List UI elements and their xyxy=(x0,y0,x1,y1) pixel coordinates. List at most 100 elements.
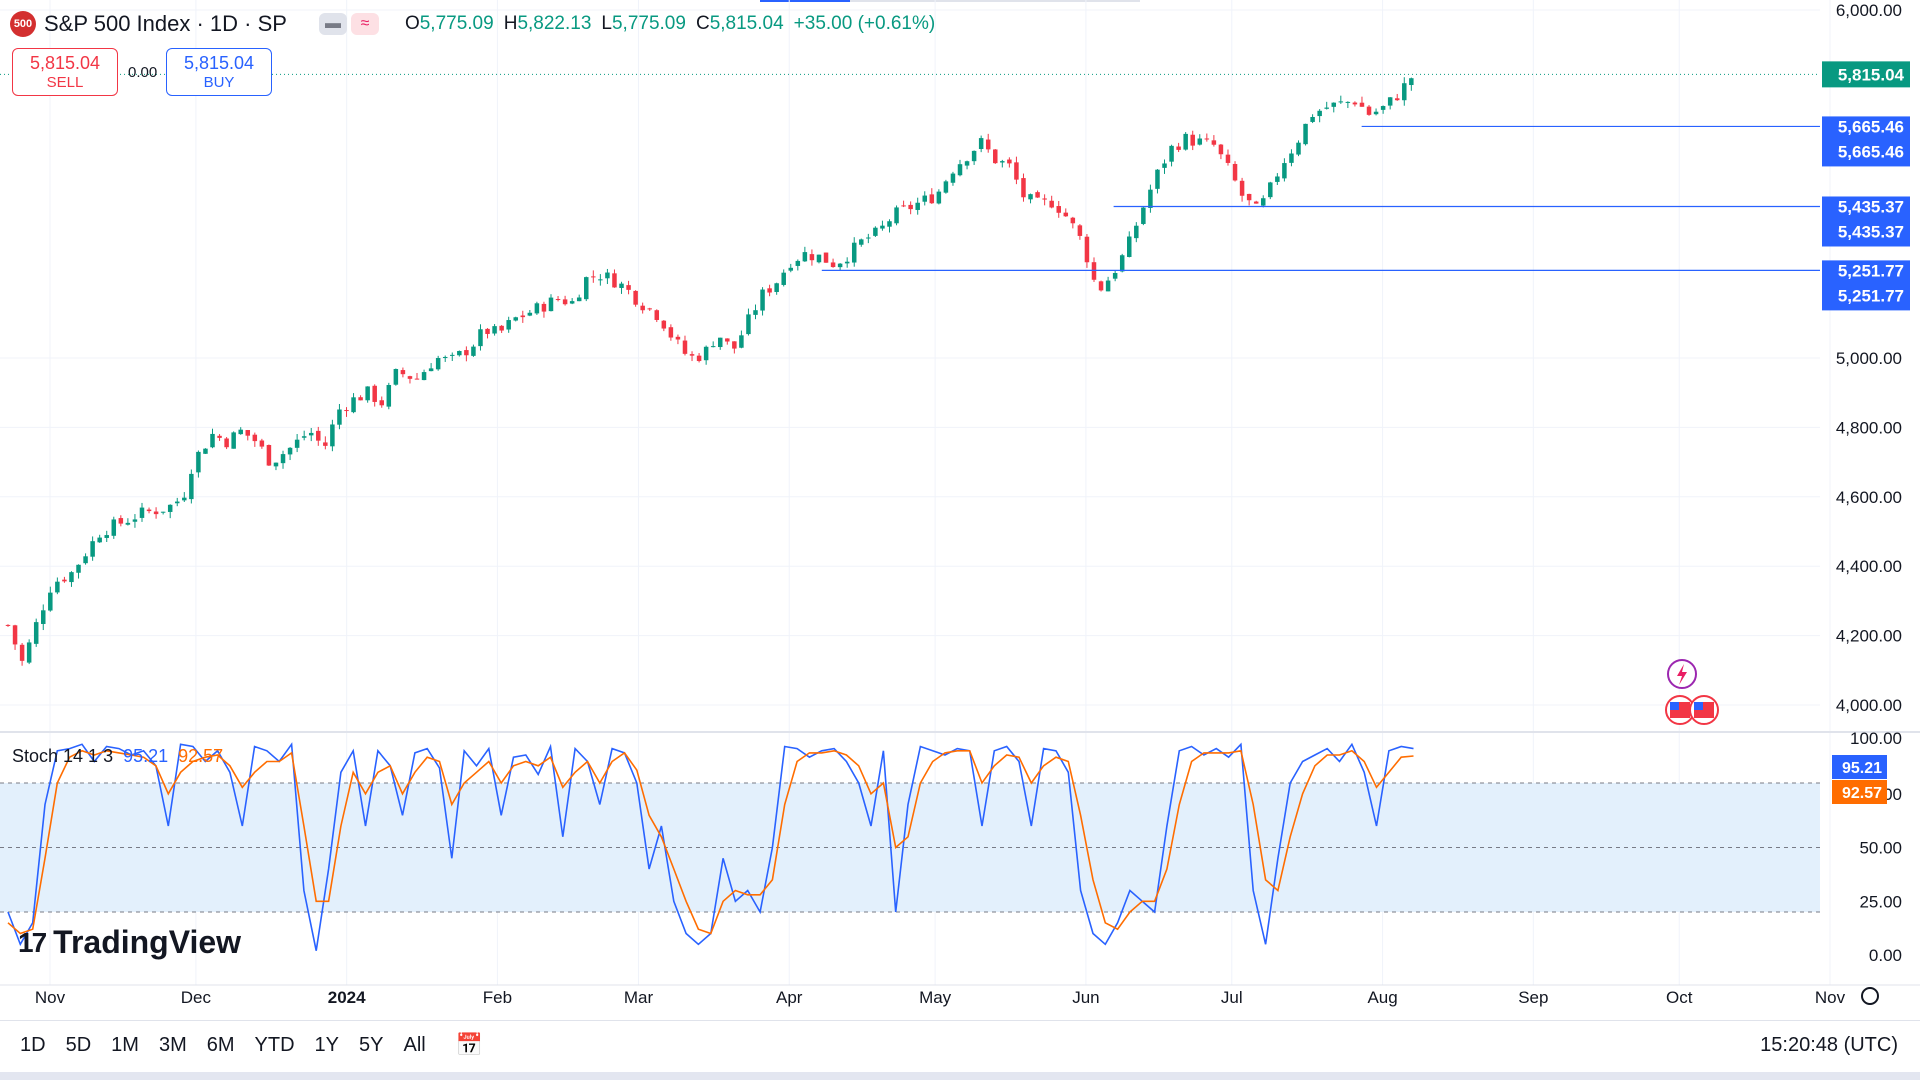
header-toggles: ▬ ≈ xyxy=(318,13,379,35)
candle-body xyxy=(1232,163,1238,181)
candle-body xyxy=(1352,102,1358,105)
candle-body xyxy=(386,384,392,407)
candle-body xyxy=(464,350,469,356)
range-button-1y[interactable]: 1Y xyxy=(314,1033,340,1056)
range-button-1d[interactable]: 1D xyxy=(20,1033,46,1056)
symbol-badge[interactable]: 500 xyxy=(10,11,36,37)
candle-body xyxy=(330,424,335,447)
candle-body xyxy=(880,225,885,229)
calendar-icon[interactable]: 📅 xyxy=(455,1032,484,1057)
chart-canvas[interactable]: 4,000.00 4,200.00 4,400.00 4,600.00 4,800.00… xyxy=(0,0,1920,1020)
candle-body xyxy=(1338,101,1344,103)
candle-body xyxy=(513,317,518,321)
candle-body xyxy=(584,277,589,300)
candle-body xyxy=(1035,192,1040,198)
economic-event-flag-icon[interactable] xyxy=(1665,695,1719,725)
candle-body xyxy=(478,329,483,347)
candle-body xyxy=(830,262,836,268)
range-buttons: 1D 5D 1M 3M 6M YTD 1Y 5Y All xyxy=(0,1034,426,1057)
tradingview-logo: 17 TradingView xyxy=(18,924,241,961)
candle-body xyxy=(365,386,370,401)
candle-body xyxy=(104,535,109,538)
candle-body xyxy=(598,279,603,281)
candle-body xyxy=(1134,225,1139,239)
price-axis: 4,000.00 4,200.00 4,400.00 4,600.00 4,800.00… xyxy=(1822,1,1910,965)
minus-icon[interactable]: ▬ xyxy=(318,13,347,35)
buy-button[interactable]: 5,815.04 BUY xyxy=(166,48,272,96)
stoch-legend[interactable]: Stoch 14 1 3 95.21 92.57 xyxy=(12,746,223,767)
top-divider-line xyxy=(850,0,1140,2)
candle-body xyxy=(739,335,744,348)
settings-gear-icon[interactable] xyxy=(1861,987,1879,1005)
ohlc-change: +35.00 (+0.61%) xyxy=(793,13,936,34)
candle-body xyxy=(1155,169,1160,189)
candle-body xyxy=(287,447,293,455)
top-accent-line xyxy=(760,0,850,2)
candle-body xyxy=(548,297,554,312)
candle-body xyxy=(97,537,102,543)
time-tick-label: May xyxy=(919,988,952,1007)
dividend-event-icon[interactable] xyxy=(1667,659,1697,689)
ohlc-close: 5,815.04 xyxy=(709,13,784,34)
candle-body xyxy=(851,242,857,263)
spread-value: 0.00 xyxy=(128,63,158,81)
candle-body xyxy=(358,397,363,401)
bottom-toolbar: 1D 5D 1M 3M 6M YTD 1Y 5Y All 📅 15:20:48 (UTC) xyxy=(0,1020,1920,1069)
range-button-3m[interactable]: 3M xyxy=(158,1033,187,1056)
candle-body xyxy=(795,260,801,266)
candle-body xyxy=(950,173,956,183)
chart-title[interactable]: S&P 500 Index · 1D · SP xyxy=(44,11,287,36)
candle-body xyxy=(19,644,25,661)
candle-body xyxy=(457,351,462,356)
last-price-tag xyxy=(1822,61,1910,88)
stoch-lines xyxy=(7,742,1414,951)
range-button-ytd[interactable]: YTD xyxy=(254,1033,295,1056)
candle-body xyxy=(1162,163,1167,168)
time-tick-label: Mar xyxy=(624,988,654,1007)
sell-button[interactable]: 5,815.04 SELL xyxy=(12,48,118,96)
price-tick-label: 6,000.00 xyxy=(1836,1,1902,20)
price-tick-label: 4,600.00 xyxy=(1836,488,1902,507)
level-tag xyxy=(1822,196,1910,247)
candle-body xyxy=(1084,236,1090,263)
level-tag-label: 5,665.46 xyxy=(1838,142,1904,161)
candle-body xyxy=(915,202,920,210)
candle-body xyxy=(90,541,95,557)
time-tick-label: Aug xyxy=(1367,988,1397,1007)
candle-body xyxy=(160,511,166,513)
range-button-5y[interactable]: 5Y xyxy=(359,1033,384,1056)
candle-body xyxy=(668,327,674,338)
candle-body xyxy=(682,340,688,354)
candle-body xyxy=(26,642,32,663)
candle-body xyxy=(435,358,441,370)
time-axis: Nov Dec 2024 Feb Mar Apr May Jun Jul Aug Sep Oct Nov xyxy=(35,987,1879,1007)
candle-body xyxy=(1183,133,1188,150)
candle-body xyxy=(1268,182,1273,198)
candle-body xyxy=(492,326,497,334)
utc-clock[interactable]: 15:20:48 (UTC) xyxy=(1760,1033,1898,1056)
candle-body xyxy=(344,410,349,412)
range-button-5d[interactable]: 5D xyxy=(65,1033,92,1056)
approx-icon[interactable]: ≈ xyxy=(350,13,379,35)
price-tick-label: 4,800.00 xyxy=(1836,418,1902,437)
candle-body xyxy=(753,310,758,315)
stoch-tick-label: 25.00 xyxy=(1859,892,1902,911)
candle-body xyxy=(1077,225,1083,236)
candle-body xyxy=(372,385,377,402)
candles xyxy=(5,77,1414,666)
horizontal-lines xyxy=(0,73,1820,271)
candle-body xyxy=(1148,189,1153,208)
range-button-1m[interactable]: 1M xyxy=(111,1033,139,1056)
candle-body xyxy=(12,625,18,645)
candle-body xyxy=(308,432,314,436)
price-tick-label: 4,000.00 xyxy=(1836,696,1902,715)
stoch-k-value: 95.21 xyxy=(123,746,169,766)
candle-body xyxy=(562,299,568,305)
range-button-6m[interactable]: 6M xyxy=(206,1033,235,1056)
candle-body xyxy=(640,305,645,311)
range-button-all[interactable]: All xyxy=(403,1033,426,1056)
candle-body xyxy=(1127,236,1132,257)
time-tick-label: Nov xyxy=(1815,988,1846,1007)
candle-body xyxy=(506,320,511,330)
ohlc-values: O5,775.09 H5,822.13 L5,775.09 C5,815.04 … xyxy=(405,13,935,35)
